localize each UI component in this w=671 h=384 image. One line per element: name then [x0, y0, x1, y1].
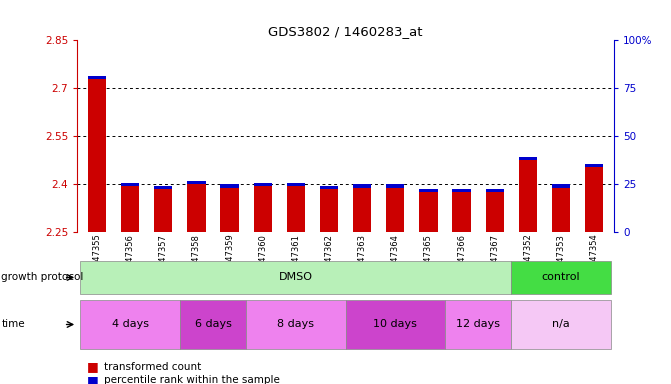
Bar — [386, 187, 405, 232]
Bar — [287, 183, 305, 186]
Bar — [419, 192, 437, 232]
Text: ■: ■ — [87, 360, 99, 373]
Bar — [353, 187, 371, 232]
Bar — [121, 183, 140, 186]
Text: 6 days: 6 days — [195, 319, 231, 329]
Bar — [121, 186, 140, 232]
Text: percentile rank within the sample: percentile rank within the sample — [104, 375, 280, 384]
Bar — [187, 184, 205, 232]
Bar — [88, 76, 106, 79]
Text: 12 days: 12 days — [456, 319, 500, 329]
Bar — [254, 186, 272, 232]
Bar — [221, 184, 239, 187]
Bar — [452, 189, 470, 192]
Bar — [320, 186, 338, 189]
Bar — [320, 189, 338, 232]
Bar — [585, 164, 603, 167]
Title: GDS3802 / 1460283_at: GDS3802 / 1460283_at — [268, 25, 423, 38]
Bar — [452, 192, 470, 232]
Bar — [552, 187, 570, 232]
Bar — [419, 189, 437, 192]
Bar — [486, 189, 504, 192]
Bar — [353, 184, 371, 187]
Text: time: time — [1, 319, 25, 329]
Text: DMSO: DMSO — [279, 272, 313, 283]
Bar — [585, 167, 603, 232]
Text: n/a: n/a — [552, 319, 570, 329]
Bar — [486, 192, 504, 232]
Bar — [154, 186, 172, 189]
Text: 10 days: 10 days — [373, 319, 417, 329]
Bar — [221, 187, 239, 232]
Bar — [187, 181, 205, 184]
Bar — [552, 184, 570, 187]
Text: growth protocol: growth protocol — [1, 272, 84, 283]
Bar — [154, 189, 172, 232]
Text: transformed count: transformed count — [104, 362, 201, 372]
Bar — [519, 160, 537, 232]
Bar — [88, 79, 106, 232]
Bar — [519, 157, 537, 160]
Text: 8 days: 8 days — [277, 319, 314, 329]
Bar — [254, 183, 272, 186]
Text: ■: ■ — [87, 374, 99, 384]
Bar — [287, 186, 305, 232]
Text: 4 days: 4 days — [111, 319, 149, 329]
Text: control: control — [541, 272, 580, 283]
Bar — [386, 184, 405, 187]
